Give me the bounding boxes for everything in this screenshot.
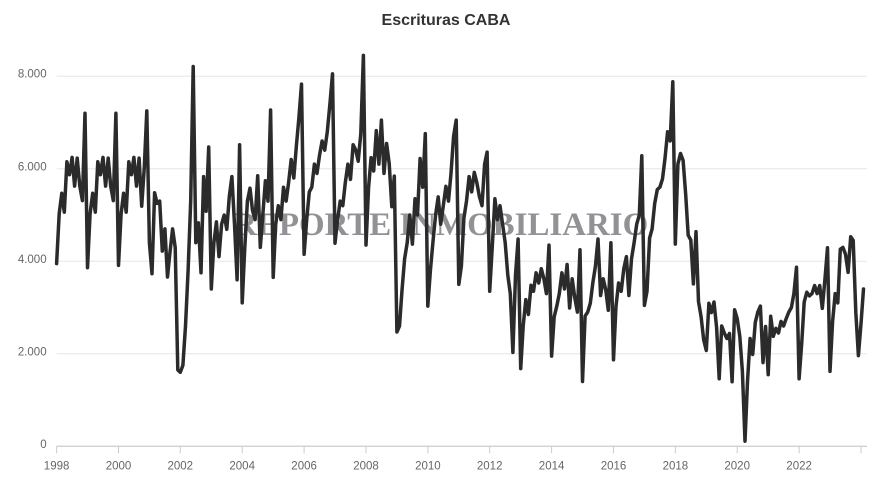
- svg-text:4.000: 4.000: [18, 254, 47, 266]
- svg-text:2006: 2006: [291, 461, 317, 473]
- svg-text:2010: 2010: [415, 461, 441, 473]
- svg-text:2008: 2008: [353, 461, 379, 473]
- svg-text:2002: 2002: [168, 461, 194, 473]
- svg-text:2000: 2000: [106, 461, 132, 473]
- svg-text:0: 0: [40, 439, 46, 451]
- svg-text:2.000: 2.000: [18, 346, 47, 358]
- svg-text:2022: 2022: [786, 461, 812, 473]
- svg-text:8.000: 8.000: [18, 69, 47, 81]
- svg-text:2004: 2004: [229, 461, 255, 473]
- svg-text:2020: 2020: [724, 461, 750, 473]
- svg-text:1998: 1998: [44, 461, 70, 473]
- svg-text:6.000: 6.000: [18, 161, 47, 173]
- svg-text:2012: 2012: [477, 461, 503, 473]
- svg-text:2014: 2014: [539, 461, 565, 473]
- svg-text:Escrituras CABA: Escrituras CABA: [382, 12, 511, 29]
- svg-text:2016: 2016: [601, 461, 627, 473]
- svg-text:2018: 2018: [663, 461, 689, 473]
